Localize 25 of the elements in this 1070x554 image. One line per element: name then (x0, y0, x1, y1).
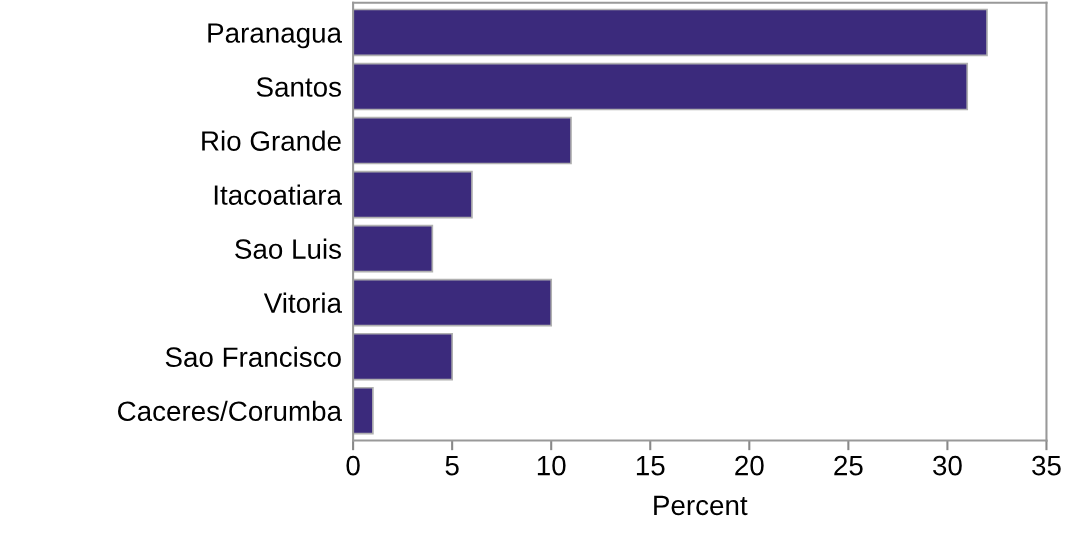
y-tick-label: Santos (256, 77, 341, 97)
bar (353, 332, 453, 381)
bar (353, 170, 473, 219)
bar (353, 116, 572, 165)
bar (353, 224, 434, 273)
x-tick-label: 20 (735, 455, 764, 476)
y-tick-label: Itacoatiara (214, 184, 342, 205)
y-tick-label: Caceres/Corumba (118, 400, 342, 422)
x-tick-label: 35 (1032, 455, 1061, 476)
y-tick-label: Paranagua (208, 23, 342, 49)
bar (353, 386, 374, 435)
x-tick-label: 15 (636, 456, 665, 476)
x-tick-label: 30 (933, 455, 962, 476)
y-tick-label: Rio Grande (202, 130, 341, 151)
y-tick-label: Sao Luis (235, 238, 341, 259)
y-tick-label: Sao Francisco (165, 346, 341, 368)
x-tick-label: 25 (834, 455, 863, 476)
x-tick-label: 0 (346, 455, 360, 476)
bar (353, 278, 553, 327)
x-tick-label: 5 (445, 456, 459, 476)
x-tick-label: 10 (537, 455, 566, 476)
bar (353, 8, 988, 57)
bar (353, 62, 969, 111)
x-axis-title: Percent (654, 495, 748, 516)
y-tick-label: Vitoria (263, 292, 342, 313)
